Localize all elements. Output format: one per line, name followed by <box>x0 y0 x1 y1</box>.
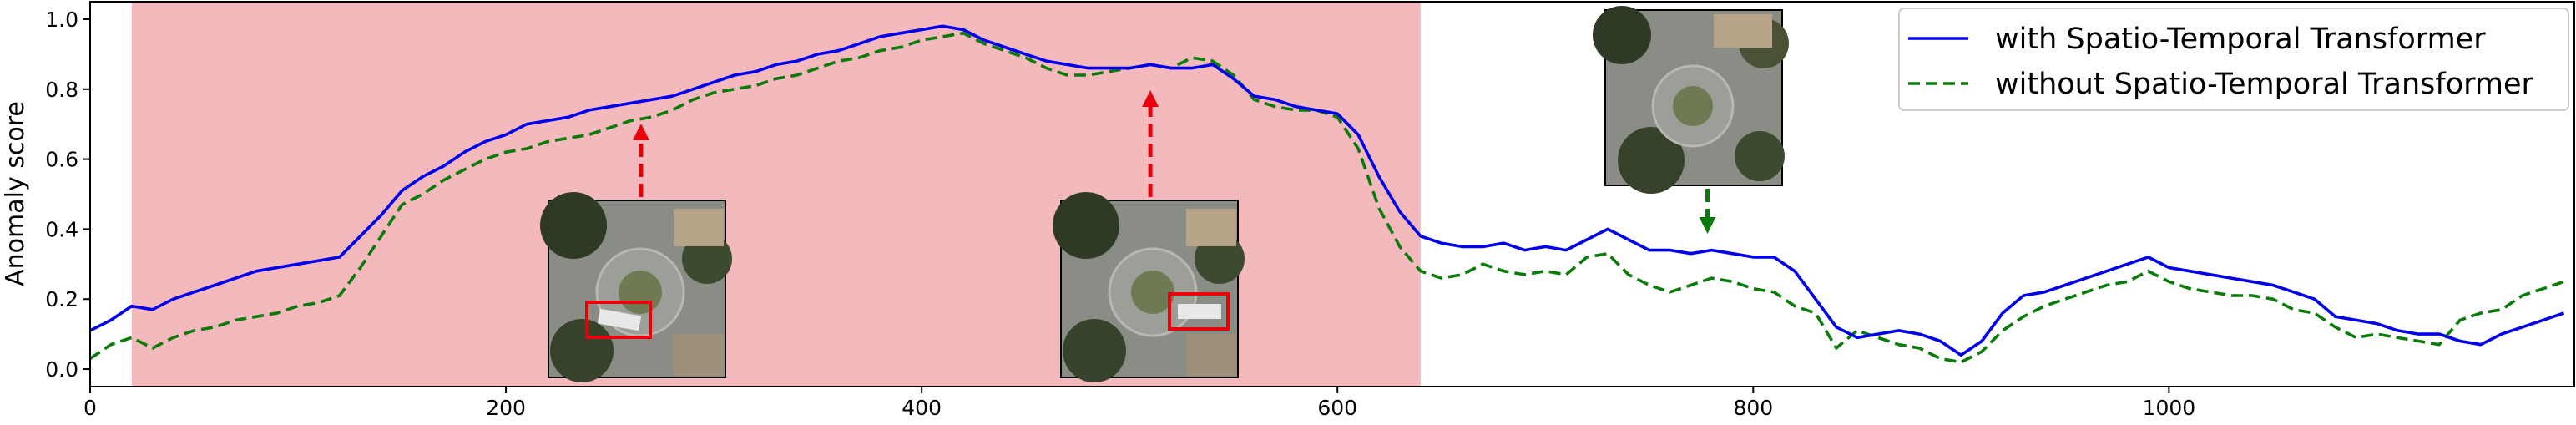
annotation-arrow-head <box>1142 90 1159 107</box>
tree-canopy <box>1593 6 1651 64</box>
tree-canopy <box>1053 192 1119 259</box>
x-tick-label: 200 <box>486 396 526 420</box>
dirt-lot <box>1186 334 1236 376</box>
x-tick-label: 1000 <box>2143 396 2196 420</box>
detection-bbox <box>585 301 652 339</box>
roundabout-island <box>619 271 662 314</box>
x-tick-label: 800 <box>1733 396 1773 420</box>
series-line-with-transformer <box>90 24 2565 357</box>
vehicle <box>1178 304 1221 319</box>
inset-image-1 <box>540 192 732 382</box>
annotation-arrows <box>632 90 1716 234</box>
y-tick-label: 0.2 <box>45 287 78 311</box>
legend-label-with: with Spatio-Temporal Transformer <box>1995 23 2486 56</box>
detection-bbox <box>1168 292 1230 331</box>
inset-image-2 <box>1053 192 1245 382</box>
tree-canopy <box>1735 131 1785 181</box>
dirt-lot <box>674 334 724 376</box>
y-tick-label: 0.8 <box>45 78 78 102</box>
roundabout-island <box>1673 86 1713 126</box>
plot-frame <box>89 1 2575 387</box>
dirt-lot <box>1714 14 1772 48</box>
y-tick-label: 1.0 <box>45 8 78 32</box>
y-tick-label: 0.6 <box>45 148 78 172</box>
tree-canopy <box>1063 319 1126 382</box>
vehicle <box>597 308 642 331</box>
x-tick-label: 0 <box>83 396 97 420</box>
tree-canopy <box>1618 127 1685 194</box>
tree-canopy <box>540 192 607 259</box>
dirt-lot <box>674 209 724 246</box>
legend-label-without: without Spatio-Temporal Transformer <box>1995 68 2534 101</box>
x-axis: 0 200 400 600 800 1000 <box>83 387 2195 420</box>
dirt-lot <box>1186 209 1236 246</box>
y-tick-label: 0.4 <box>45 217 78 241</box>
annotation-arrow-head <box>632 124 649 140</box>
tree-canopy <box>550 319 614 382</box>
y-tick-label: 0.0 <box>45 357 78 382</box>
series-line-without-transformer <box>90 31 2565 364</box>
y-axis-label: Anomaly score <box>1 101 30 286</box>
x-tick-label: 600 <box>1317 396 1357 420</box>
annotation-arrow-head <box>1699 217 1716 234</box>
x-tick-label: 400 <box>902 396 942 420</box>
legend-box <box>1898 8 2569 111</box>
y-axis: 0.0 0.2 0.4 0.6 0.8 1.0 <box>45 8 90 382</box>
roundabout-island <box>1131 271 1174 314</box>
legend: with Spatio-Temporal Transformer without… <box>1898 8 2569 111</box>
inset-image-3 <box>1593 6 1789 194</box>
